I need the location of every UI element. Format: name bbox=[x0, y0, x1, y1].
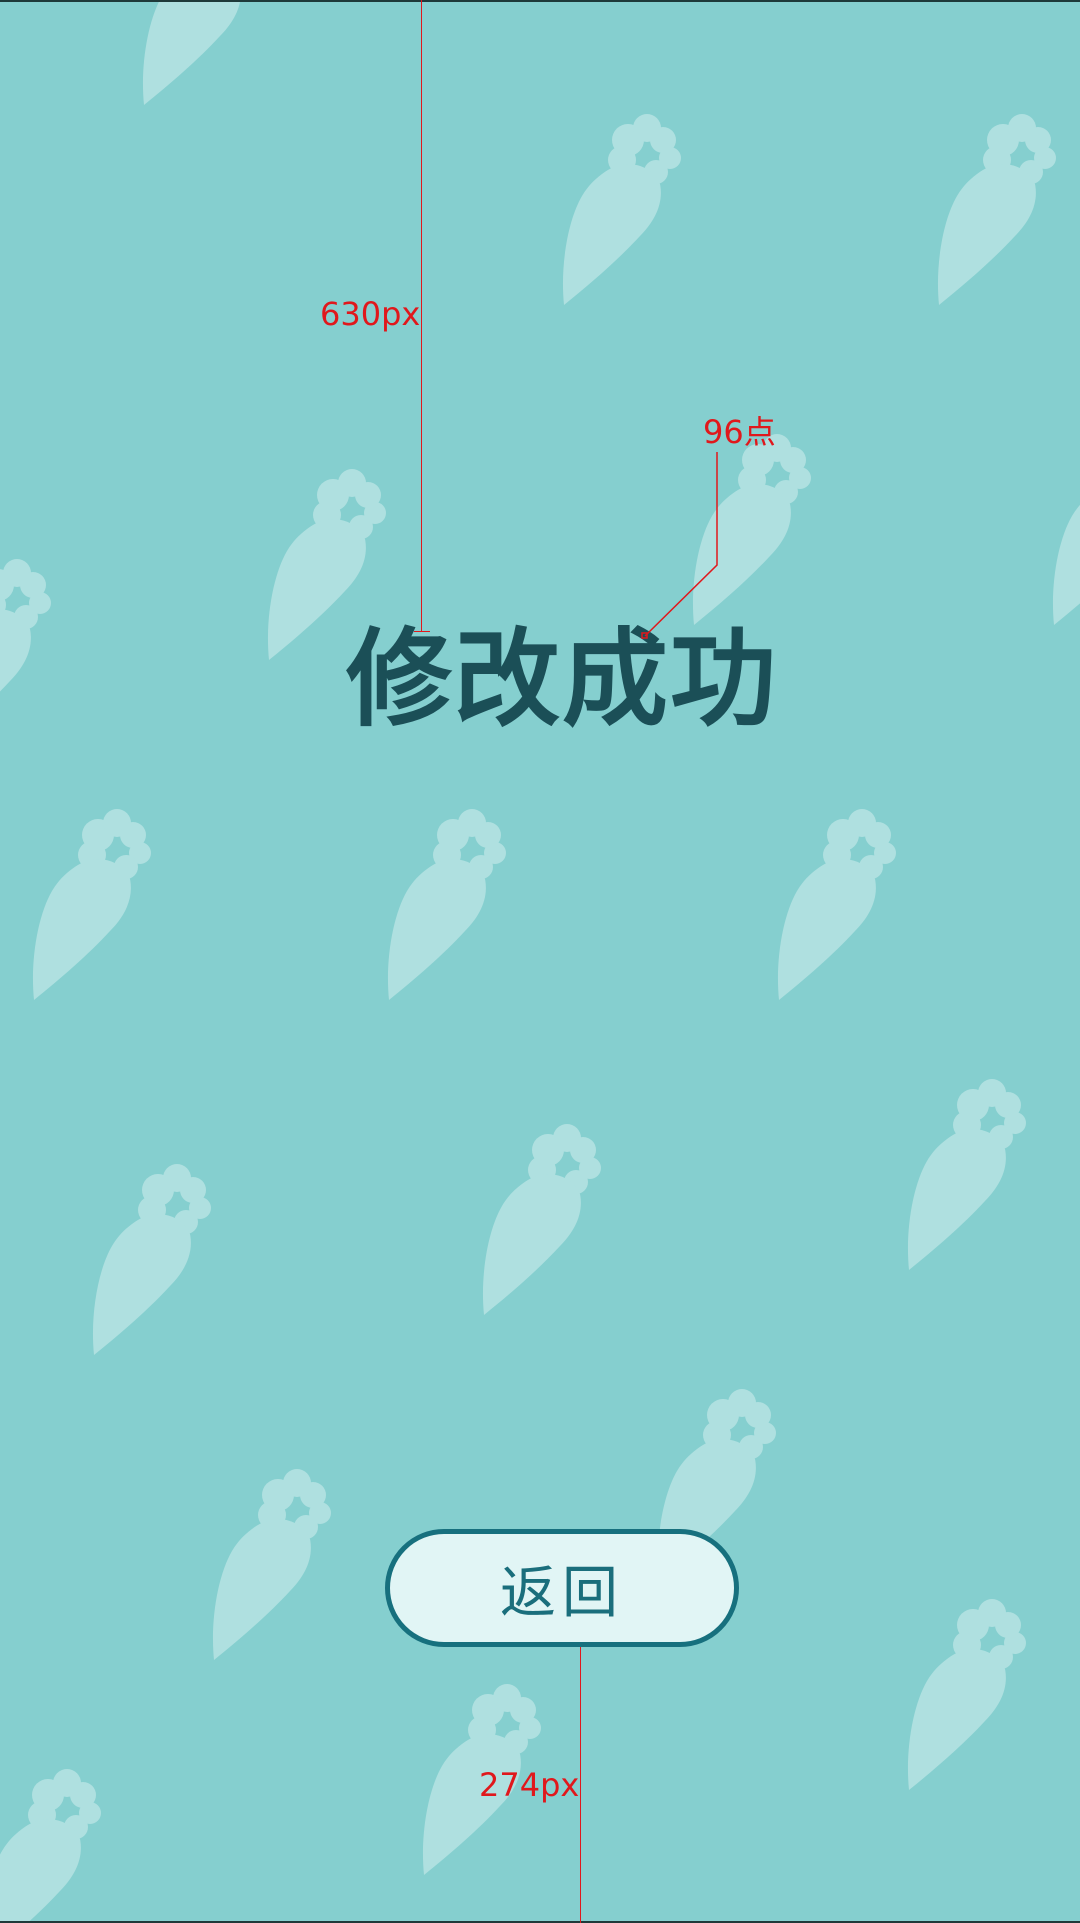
carrot-icon bbox=[140, 0, 270, 110]
page-title: 修改成功 bbox=[346, 618, 778, 741]
top-distance-tick bbox=[414, 631, 430, 632]
bottom-distance-line bbox=[580, 1647, 581, 1923]
carrot-icon bbox=[775, 795, 905, 1005]
carrot-icon bbox=[935, 100, 1065, 310]
carrot-icon bbox=[420, 1670, 550, 1880]
carrot-icon bbox=[905, 1065, 1035, 1275]
carrot-icon bbox=[385, 795, 515, 1005]
bottom-edge bbox=[0, 1921, 1080, 1923]
carrot-icon bbox=[90, 1150, 220, 1360]
carrot-icon bbox=[265, 455, 395, 665]
carrot-icon bbox=[0, 545, 60, 755]
top-distance-label: 630px bbox=[320, 295, 421, 333]
font-size-label: 96点 bbox=[703, 413, 776, 451]
top-edge bbox=[0, 0, 1080, 2]
back-button[interactable]: 返回 bbox=[385, 1529, 739, 1647]
carrot-icon bbox=[0, 1755, 110, 1923]
carrot-icon bbox=[905, 1585, 1035, 1795]
top-distance-line bbox=[421, 0, 422, 631]
carrot-icon bbox=[30, 795, 160, 1005]
carrot-icon bbox=[560, 100, 690, 310]
carrot-icon bbox=[1050, 420, 1080, 630]
back-button-label: 返回 bbox=[500, 1560, 624, 1626]
carrot-icon bbox=[480, 1110, 610, 1320]
carrot-icon bbox=[210, 1455, 340, 1665]
bottom-distance-label: 274px bbox=[479, 1766, 580, 1804]
